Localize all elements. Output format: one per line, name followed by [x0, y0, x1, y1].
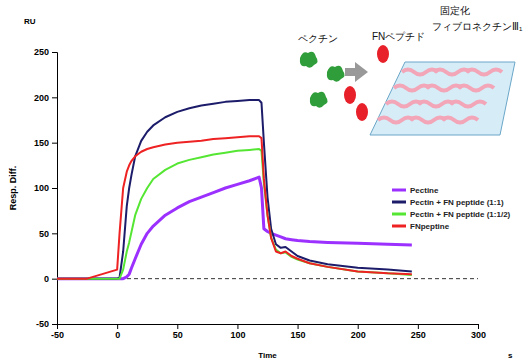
fibronectin-strip: [386, 102, 422, 107]
y-tick: 0: [44, 274, 57, 284]
legend-swatch: [392, 213, 406, 216]
surface: [370, 62, 515, 135]
y-tick-mark: [52, 233, 57, 234]
y-tick-label: 150: [34, 138, 49, 148]
fibronectin-strip: [402, 70, 438, 75]
x-axis-line: [58, 325, 479, 330]
plot-area: [57, 100, 412, 279]
x-tick: 100: [230, 324, 245, 340]
fibronectin-strip: [434, 70, 470, 75]
y-tick-label: 50: [39, 229, 49, 239]
pectin-icon: [327, 66, 345, 82]
series-line: [57, 149, 412, 279]
x-tick-mark: [298, 324, 299, 329]
y-tick-label: 100: [34, 183, 49, 193]
y-axis: -50 0 50 100 150 200 250: [34, 47, 58, 329]
y-tick: 50: [39, 229, 57, 239]
legend-swatch: [392, 225, 406, 228]
y-axis-title: Resp. Diff.: [8, 166, 18, 211]
y-tick: 250: [34, 47, 57, 57]
y-tick-label: 0: [44, 274, 49, 284]
legend: Pectine Pectin + FN peptide (1:1) Pectin +…: [392, 186, 511, 231]
fibronectin-strip: [426, 86, 462, 91]
x-tick: 200: [351, 324, 366, 340]
legend-label: FNpeptine: [410, 222, 450, 231]
y-tick: 150: [34, 138, 57, 148]
arrow: [345, 62, 368, 82]
x-tick-mark: [418, 324, 419, 329]
diagram: ペクチン FNペプチド 固定化フィブロネクチンⅢ₁: [298, 5, 523, 135]
fibronectin-strip: [458, 86, 494, 91]
legend-label: Pectin + FN peptide (1:1): [410, 198, 504, 207]
fibronectin-strip: [394, 86, 430, 91]
fibronectin-strip: [442, 118, 478, 123]
y-tick-label: 200: [34, 93, 49, 103]
x-axis: -50 0 50 100 150 200 250 300: [51, 324, 486, 340]
peptide-icon: [344, 86, 356, 104]
x-tick-label: 250: [411, 330, 426, 340]
peptide-icon: [356, 103, 368, 121]
y-tick: 200: [34, 93, 57, 103]
x-unit: s: [508, 351, 513, 360]
x-tick-mark: [358, 324, 359, 329]
fibronectin-strip: [450, 102, 486, 107]
series-line: [57, 136, 412, 278]
y-tick-mark: [52, 97, 57, 98]
diagram-label: フィブロネクチンⅢ₁: [432, 21, 523, 32]
diagram-label: ペクチン: [298, 33, 338, 44]
x-tick-label: -50: [51, 330, 64, 340]
x-tick: -50: [51, 324, 64, 340]
y-unit: RU: [24, 17, 36, 26]
fibronectin-strip: [418, 102, 454, 107]
x-tick-mark: [117, 324, 118, 329]
x-tick-label: 200: [351, 330, 366, 340]
diagram-label: FNペプチド: [372, 31, 425, 42]
x-tick: 150: [291, 324, 306, 340]
fibronectin-strip: [466, 70, 502, 75]
pectin-icon: [310, 92, 328, 108]
chart: -50 0 50 100 150 200 250 300 -50 0 50 100 150 200 250 T…: [0, 0, 526, 362]
x-tick: 300: [471, 324, 486, 340]
fibronectin-strip: [410, 118, 446, 123]
legend-swatch: [392, 189, 406, 192]
series-line: [57, 177, 412, 279]
y-tick-mark: [52, 279, 57, 280]
y-tick-mark: [52, 52, 57, 53]
legend-swatch: [392, 201, 406, 204]
x-tick: 0: [115, 324, 120, 340]
x-tick-mark: [177, 324, 178, 329]
x-tick: 250: [411, 324, 426, 340]
peptide-icon: [377, 45, 389, 63]
pectin-icon: [300, 52, 318, 68]
legend-label: Pectine: [410, 186, 439, 195]
y-tick-mark: [52, 143, 57, 144]
legend-label: Pectin + FN peptide (1:1/2): [410, 210, 511, 219]
fibronectin-strip: [378, 118, 414, 123]
y-axis-line: [52, 53, 58, 325]
x-tick-label: 0: [115, 330, 120, 340]
x-tick-mark: [478, 324, 479, 329]
x-axis-title: Time: [258, 351, 277, 360]
y-tick-label: -50: [36, 319, 49, 329]
diagram-label: 固定化: [440, 5, 470, 16]
x-tick-label: 100: [230, 330, 245, 340]
series-line: [57, 100, 412, 279]
y-tick: -50: [36, 319, 57, 329]
y-tick-label: 250: [34, 47, 49, 57]
x-tick-label: 50: [173, 330, 183, 340]
x-tick-label: 300: [471, 330, 486, 340]
y-tick-mark: [52, 324, 57, 325]
y-tick-mark: [52, 188, 57, 189]
x-tick-label: 150: [291, 330, 306, 340]
y-tick: 100: [34, 183, 57, 193]
x-tick-mark: [237, 324, 238, 329]
x-tick: 50: [173, 324, 183, 340]
